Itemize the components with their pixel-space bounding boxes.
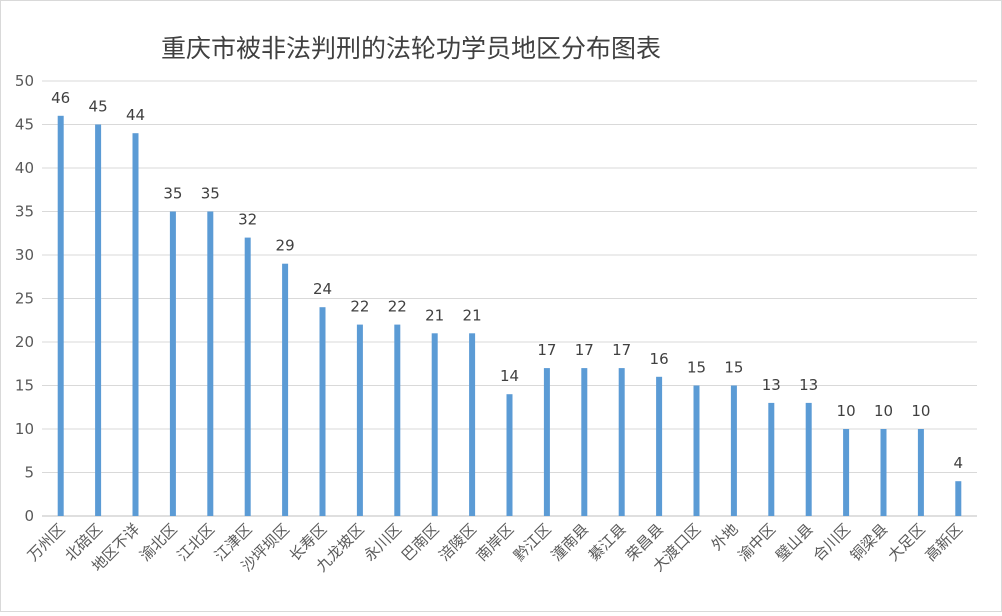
- bar: [917, 429, 924, 516]
- x-tick-label: 涪陵区: [435, 520, 480, 565]
- data-label: 10: [837, 402, 856, 420]
- x-tick-label: 合川区: [809, 520, 854, 565]
- data-label: 22: [350, 298, 369, 316]
- x-tick-label: 黔江区: [510, 520, 555, 565]
- bar: [618, 368, 625, 516]
- bar: [132, 133, 139, 516]
- bar: [656, 376, 663, 516]
- data-label: 10: [874, 402, 893, 420]
- bar: [207, 211, 214, 516]
- data-label: 15: [687, 359, 706, 377]
- x-tick-label: 綦江县: [585, 520, 630, 565]
- data-label: 35: [163, 185, 182, 203]
- data-label: 29: [276, 237, 295, 255]
- x-tick-label: 高新区: [922, 520, 967, 565]
- bar: [95, 124, 102, 516]
- data-label: 17: [612, 341, 631, 359]
- bar: [282, 263, 289, 516]
- y-tick-label: 20: [15, 333, 34, 351]
- y-tick-label: 0: [24, 507, 34, 525]
- data-label: 45: [89, 98, 108, 116]
- x-tick-label: 万州区: [24, 520, 69, 565]
- data-label: 13: [762, 376, 781, 394]
- chart-title: 重庆市被非法判刑的法轮功学员地区分布图表: [160, 34, 661, 63]
- bar: [581, 368, 588, 516]
- data-label: 46: [51, 89, 70, 107]
- x-tick-label: 巴南区: [398, 520, 443, 565]
- y-tick-label: 10: [15, 420, 34, 438]
- x-tick-label: 南岸区: [473, 520, 518, 565]
- bar: [169, 211, 176, 516]
- y-tick-label: 45: [15, 116, 34, 134]
- y-tick-label: 40: [15, 159, 34, 177]
- bar: [805, 402, 812, 516]
- x-tick-label: 渝北区: [136, 520, 181, 565]
- bar: [431, 333, 438, 516]
- bar: [319, 307, 326, 516]
- data-label: 21: [463, 306, 482, 324]
- y-tick-label: 15: [15, 377, 34, 395]
- bar: [768, 402, 775, 516]
- bar: [469, 333, 476, 516]
- bar: [244, 237, 251, 516]
- y-tick-label: 25: [15, 290, 34, 308]
- bar: [955, 481, 962, 516]
- x-tick-label: 江北区: [174, 520, 219, 565]
- bar: [394, 324, 401, 516]
- x-tick-label: 璧山县: [772, 520, 817, 565]
- x-tick-label: 潼南县: [548, 520, 593, 565]
- bar: [543, 368, 550, 516]
- x-tick-label: 大足区: [884, 520, 929, 565]
- bar: [356, 324, 363, 516]
- data-label: 4: [954, 454, 964, 472]
- data-label: 15: [724, 359, 743, 377]
- y-tick-label: 30: [15, 246, 34, 264]
- y-tick-label: 50: [15, 72, 34, 90]
- bar: [730, 385, 737, 516]
- data-label: 10: [911, 402, 930, 420]
- bar: [57, 115, 64, 517]
- data-label: 13: [799, 376, 818, 394]
- x-tick-label: 铜梁县: [847, 520, 892, 565]
- bar: [693, 385, 700, 516]
- bar: [506, 394, 513, 516]
- data-label: 16: [650, 350, 669, 368]
- y-tick-label: 35: [15, 203, 34, 221]
- x-tick-label: 永川区: [361, 520, 406, 565]
- data-label: 44: [126, 106, 145, 124]
- data-label: 14: [500, 367, 519, 385]
- bar: [880, 429, 887, 516]
- x-tick-label: 渝中区: [735, 520, 780, 565]
- data-label: 17: [537, 341, 556, 359]
- bar: [843, 429, 850, 516]
- data-label: 24: [313, 280, 332, 298]
- y-tick-label: 5: [24, 464, 34, 482]
- data-label: 22: [388, 298, 407, 316]
- data-label: 35: [201, 185, 220, 203]
- data-label: 32: [238, 211, 257, 229]
- data-label: 21: [425, 306, 444, 324]
- data-label: 17: [575, 341, 594, 359]
